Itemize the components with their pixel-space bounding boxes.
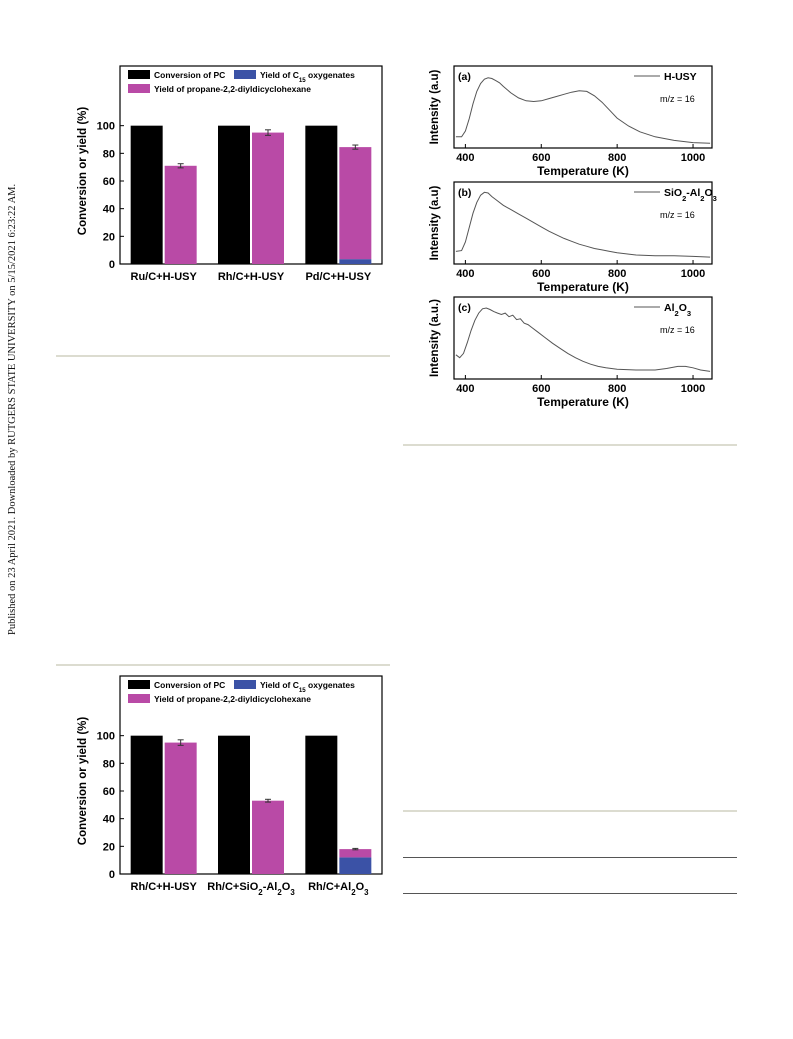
- series-line: [455, 77, 711, 144]
- y-tick-label: 20: [103, 841, 115, 853]
- divider-left-2: [56, 664, 390, 666]
- bar-conversion: [305, 125, 338, 265]
- legend-label: Yield of C15 oxygenates: [260, 680, 355, 694]
- y-axis-label: Conversion or yield (%): [77, 717, 89, 846]
- y-tick-label: 0: [109, 869, 115, 881]
- y-tick-label: 100: [97, 731, 115, 743]
- legend-label: Conversion of PC: [154, 680, 225, 690]
- y-tick-label: 20: [103, 231, 115, 243]
- bar-propane-yield: [252, 132, 284, 264]
- y-tick-label: 0: [109, 259, 115, 271]
- annotation-mz: m/z = 16: [660, 210, 695, 220]
- y-tick-label: 60: [103, 786, 115, 798]
- sidebar-download-notice: Published on 23 April 2021. Downloaded b…: [7, 184, 18, 635]
- x-tick-label: 1000: [681, 268, 705, 280]
- divider-right-2: [403, 810, 737, 812]
- x-tick-label: 1000: [681, 152, 705, 164]
- sidebar-notice-text: Published on 23 April 2021. Downloaded b…: [7, 184, 18, 635]
- legend-label: Yield of C15 oxygenates: [260, 70, 355, 84]
- x-axis-label: Temperature (K): [537, 280, 629, 294]
- legend-label: Yield of propane-2,2-diyldicyclohexane: [154, 84, 311, 94]
- bar-conversion: [130, 735, 163, 874]
- x-tick-label: Rh/C+SiO2-Al2O3: [207, 881, 295, 897]
- x-tick-label: 400: [456, 383, 474, 395]
- legend-swatch: [128, 70, 150, 79]
- legend-label: Al2O3: [664, 302, 691, 318]
- y-tick-label: 60: [103, 176, 115, 188]
- divider-left-1: [56, 355, 390, 357]
- divider-right-1: [403, 444, 737, 446]
- x-axis-label: Temperature (K): [537, 164, 629, 178]
- tpd-chart-sio2-al2o3: 400 600 800 1000 Temperature (K) Intensity (a…: [429, 181, 717, 294]
- x-tick-label: 800: [608, 268, 626, 280]
- bar-conversion: [218, 125, 250, 265]
- legend-swatch: [128, 680, 150, 689]
- bar-propane-yield: [164, 742, 197, 874]
- tpd-chart-al2o3: 400 600 800 1000 Temperature (K) Intensity (a…: [429, 296, 713, 409]
- x-tick-label: 800: [608, 383, 626, 395]
- bar-chart-catalyst-support: 0 20 40 60 80 100 Conversion or yield (%) Conve…: [77, 65, 383, 283]
- table-rule-2: [403, 893, 737, 894]
- x-tick-label: 1000: [681, 383, 705, 395]
- bar-conversion: [305, 735, 338, 874]
- legend-swatch: [234, 70, 256, 79]
- y-axis-label: Intensity (a.u): [429, 69, 441, 144]
- x-tick-label: Rh/C+H-USY: [131, 881, 198, 893]
- x-tick-label: 400: [456, 152, 474, 164]
- bar-c15-yield: [339, 259, 372, 264]
- y-tick-label: 40: [103, 204, 115, 216]
- y-tick-label: 100: [97, 121, 115, 133]
- x-tick-label: 600: [532, 383, 550, 395]
- annotation-mz: m/z = 16: [660, 325, 695, 335]
- series-line: [455, 307, 711, 372]
- x-tick-label: Rh/C+Al2O3: [308, 881, 369, 897]
- y-tick-label: 80: [103, 148, 115, 160]
- y-axis-label: Intensity (a.u): [429, 185, 441, 260]
- plot-frame: [453, 181, 713, 265]
- bar-chart-acid-support: 0 20 40 60 80 100 Conversion or yield (%) Conve…: [77, 675, 383, 897]
- bar-c15-yield: [339, 857, 372, 874]
- panel-label: (a): [458, 71, 471, 83]
- legend-swatch: [234, 680, 256, 689]
- plot-frame: [119, 65, 383, 265]
- legend-label: Conversion of PC: [154, 70, 225, 80]
- bar-propane-yield: [164, 165, 197, 264]
- bar-propane-yield: [339, 849, 372, 858]
- bar-propane-yield: [339, 147, 372, 260]
- x-tick-label: Rh/C+H-USY: [218, 271, 285, 283]
- y-tick-label: 80: [103, 758, 115, 770]
- panel-label: (b): [458, 187, 471, 199]
- x-tick-label: 400: [456, 268, 474, 280]
- y-tick-label: 40: [103, 814, 115, 826]
- bar-conversion: [218, 735, 250, 874]
- plot-frame: [453, 296, 713, 380]
- annotation-mz: m/z = 16: [660, 94, 695, 104]
- table-rule-1: [403, 857, 737, 858]
- x-tick-label: 600: [532, 152, 550, 164]
- legend-label: Yield of propane-2,2-diyldicyclohexane: [154, 694, 311, 704]
- x-axis-label: Temperature (K): [537, 395, 629, 409]
- legend-swatch: [128, 694, 150, 703]
- legend-swatch: [128, 84, 150, 93]
- panel-label: (c): [458, 302, 471, 314]
- legend-label: SiO2-Al2O3: [664, 187, 717, 203]
- y-axis-label: Conversion or yield (%): [77, 107, 89, 236]
- plot-frame: [119, 675, 383, 875]
- x-tick-label: Pd/C+H-USY: [305, 271, 371, 283]
- legend-label: H-USY: [664, 71, 697, 83]
- y-axis-label: Intensity (a.u.): [429, 299, 441, 377]
- plot-frame: [453, 65, 713, 149]
- tpd-chart-h-usy: 400 600 800 1000 Temperature (K) Intensity (a…: [429, 65, 713, 178]
- x-tick-label: Ru/C+H-USY: [131, 271, 198, 283]
- series-line: [455, 191, 711, 258]
- x-tick-label: 600: [532, 268, 550, 280]
- x-tick-label: 800: [608, 152, 626, 164]
- bar-conversion: [130, 125, 163, 265]
- bar-propane-yield: [252, 800, 284, 874]
